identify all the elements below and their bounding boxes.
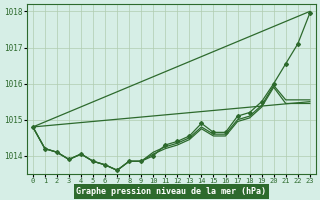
X-axis label: Graphe pression niveau de la mer (hPa): Graphe pression niveau de la mer (hPa) — [76, 187, 266, 196]
